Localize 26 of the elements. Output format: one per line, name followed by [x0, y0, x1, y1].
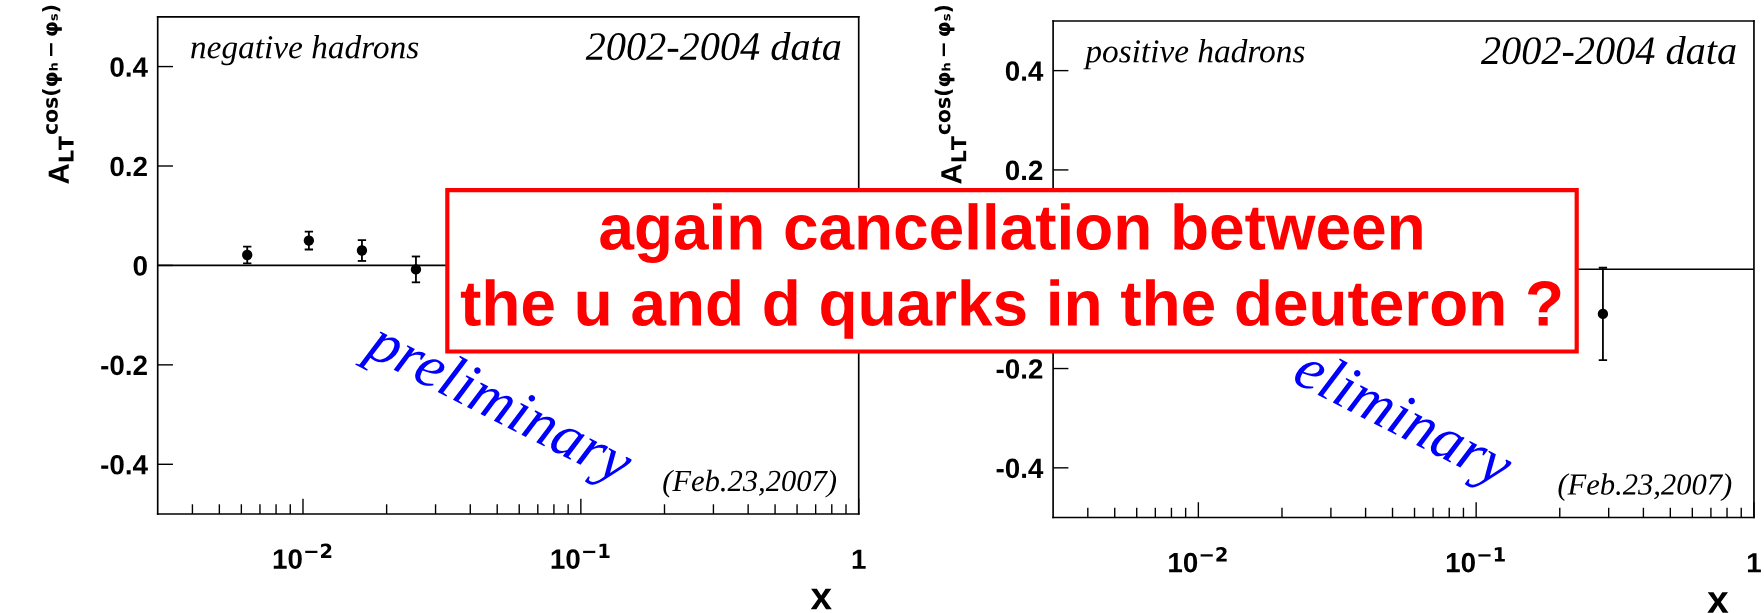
x-tick-label: 1: [852, 549, 866, 569]
y-tick-label: -0.2: [996, 359, 1043, 379]
x-tick-label: 10$^{−2}$: [1169, 547, 1227, 573]
x-tick-label: 10$^{−2}$: [273, 543, 332, 569]
annotation: positive hadrons: [1083, 39, 1305, 70]
annotation: 2002-2004 data: [1480, 35, 1736, 65]
x-axis-title: x: [1707, 592, 1729, 613]
y-axis-title: A$_{LT}$$^{cos(φₕ−φₛ)}$: [42, 5, 74, 184]
x-axis-title: x: [810, 588, 832, 610]
annotation: (Feb.23,2007): [663, 469, 837, 498]
annotation: negative hadrons: [191, 35, 419, 66]
annotation: 2002-2004 data: [585, 31, 841, 61]
y-tick-label: 0.4: [1005, 61, 1044, 81]
x-tick-label: 1: [1747, 553, 1761, 573]
annotation: again cancellation between the u and d quarks in the deuteron ?: [460, 203, 1561, 339]
x-tick-label: 10$^{−1}$: [1446, 547, 1505, 573]
annotation: (Feb.23,2007): [1558, 473, 1732, 502]
y-axis-title: A$_{LT}$$^{cos(φₕ−φₛ)}$: [934, 5, 967, 184]
y-tick-label: 0.4: [110, 57, 148, 77]
y-tick-label: 0.2: [110, 156, 147, 177]
y-tick-label: 0: [133, 256, 147, 276]
y-tick-label: -0.4: [996, 458, 1044, 479]
y-tick-label: -0.2: [101, 355, 147, 376]
y-tick-label: 0.2: [1005, 160, 1043, 181]
x-tick-label: 10$^{−1}$: [551, 543, 610, 569]
y-tick-label: -0.4: [101, 454, 148, 475]
